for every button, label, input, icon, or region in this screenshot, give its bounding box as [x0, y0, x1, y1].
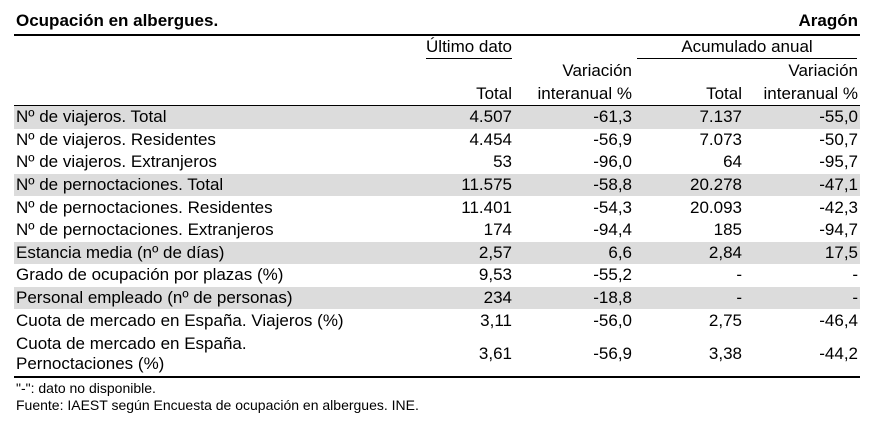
- cell: 11.401: [461, 197, 512, 217]
- footnote: "-": dato no disponible.: [16, 379, 156, 396]
- cell: 174: [483, 220, 512, 240]
- data-table: Último dato Acumulado anual Variación Va…: [14, 36, 860, 378]
- cell: 3,61: [404, 331, 514, 378]
- header-interanual-2: interanual %: [763, 83, 858, 103]
- cell: -42,3: [819, 197, 858, 217]
- cell: 20.278: [634, 173, 744, 197]
- cell: -56,9: [593, 129, 632, 149]
- cell: 2,75: [708, 310, 742, 330]
- cell: 2,57: [404, 241, 514, 265]
- cell: 3,11: [480, 310, 512, 330]
- table-row: Cuota de mercado en España. Viajeros (%)…: [14, 309, 860, 332]
- table-row: Nº de viajeros. Residentes 4.454 -56,9 7…: [14, 129, 860, 152]
- cell: 4.507: [404, 104, 514, 129]
- cell: -55,0: [744, 104, 860, 129]
- cell: 17,5: [744, 241, 860, 265]
- header-total-2: Total: [706, 83, 742, 103]
- cell: 53: [493, 152, 512, 172]
- cell: -56,0: [593, 310, 632, 330]
- cell: -61,3: [514, 104, 634, 129]
- cell: -18,8: [514, 286, 634, 310]
- cell: -56,9: [514, 331, 634, 378]
- table-title: Ocupación en albergues.: [16, 11, 219, 30]
- row-label: Grado de ocupación por plazas (%): [16, 265, 284, 285]
- table-row: Nº de pernoctaciones. Total 11.575 -58,8…: [14, 173, 860, 197]
- cell: 64: [723, 152, 742, 172]
- header-variation-2: Variación: [788, 60, 858, 80]
- cell: 4.454: [469, 129, 512, 149]
- cell: -94,7: [819, 220, 858, 240]
- cell: 7.073: [699, 129, 742, 149]
- header-row-groups: Último dato Acumulado anual: [14, 36, 860, 59]
- table-row: Nº de pernoctaciones. Residentes 11.401 …: [14, 196, 860, 219]
- cell: -: [634, 286, 744, 310]
- cell: 11.575: [404, 173, 514, 197]
- cell: -44,2: [744, 331, 860, 378]
- title-row: Ocupación en albergues. Aragón: [14, 10, 860, 36]
- cell: -94,4: [593, 220, 632, 240]
- header-row-variation: Variación Variación: [14, 59, 860, 82]
- cell: 3,38: [634, 331, 744, 378]
- cell: 2,84: [634, 241, 744, 265]
- cell: -: [852, 265, 858, 285]
- header-total-1: Total: [476, 83, 512, 103]
- table-container: Ocupación en albergues. Aragón Último da…: [14, 10, 860, 414]
- header-row-total: Total interanual % Total interanual %: [14, 82, 860, 106]
- cell: 9,53: [478, 265, 512, 285]
- group-header-acumulado: Acumulado anual: [634, 36, 860, 59]
- table-row: Estancia media (nº de días) 2,57 6,6 2,8…: [14, 241, 860, 265]
- cell: 20.093: [690, 197, 742, 217]
- cell: -95,7: [819, 152, 858, 172]
- table-row: Cuota de mercado en España. Pernoctacione…: [14, 331, 860, 378]
- source-note: Fuente: IAEST según Encuesta de ocupació…: [16, 396, 419, 413]
- row-label: Nº de pernoctaciones. Residentes: [16, 197, 273, 217]
- table-row: Nº de pernoctaciones. Extranjeros 174 -9…: [14, 219, 860, 242]
- row-label: Estancia media (nº de días): [14, 241, 404, 265]
- cell: -: [744, 286, 860, 310]
- row-label: Nº de pernoctaciones. Total: [14, 173, 404, 197]
- header-variation-1: Variación: [562, 60, 632, 80]
- row-label: Personal empleado (nº de personas): [14, 286, 404, 310]
- row-label: Nº de viajeros. Total: [14, 104, 404, 129]
- header-interanual-1: interanual %: [537, 83, 632, 103]
- row-label: Cuota de mercado en España. Pernoctacione…: [14, 331, 404, 378]
- cell: -50,7: [819, 129, 858, 149]
- table-row: Grado de ocupación por plazas (%) 9,53 -…: [14, 264, 860, 287]
- cell: -55,2: [593, 265, 632, 285]
- cell: -: [736, 265, 742, 285]
- cell: -54,3: [593, 197, 632, 217]
- row-label: Cuota de mercado en España. Viajeros (%): [16, 310, 344, 330]
- cell: -58,8: [514, 173, 634, 197]
- cell: -47,1: [744, 173, 860, 197]
- cell: -96,0: [593, 152, 632, 172]
- cell: 7.137: [634, 104, 744, 129]
- table-row: Nº de viajeros. Total 4.507 -61,3 7.137 …: [14, 104, 860, 129]
- cell: -46,4: [819, 310, 858, 330]
- group-header-ultimo: Último dato: [404, 36, 514, 59]
- row-label: Nº de pernoctaciones. Extranjeros: [16, 220, 274, 240]
- cell: 234: [404, 286, 514, 310]
- cell: 185: [713, 220, 742, 240]
- table-row: Nº de viajeros. Extranjeros 53 -96,0 64 …: [14, 151, 860, 174]
- row-label: Nº de viajeros. Extranjeros: [16, 152, 217, 172]
- region-label: Aragón: [798, 11, 859, 30]
- cell: 6,6: [514, 241, 634, 265]
- row-label: Nº de viajeros. Residentes: [16, 129, 216, 149]
- table-row: Personal empleado (nº de personas) 234 -…: [14, 286, 860, 310]
